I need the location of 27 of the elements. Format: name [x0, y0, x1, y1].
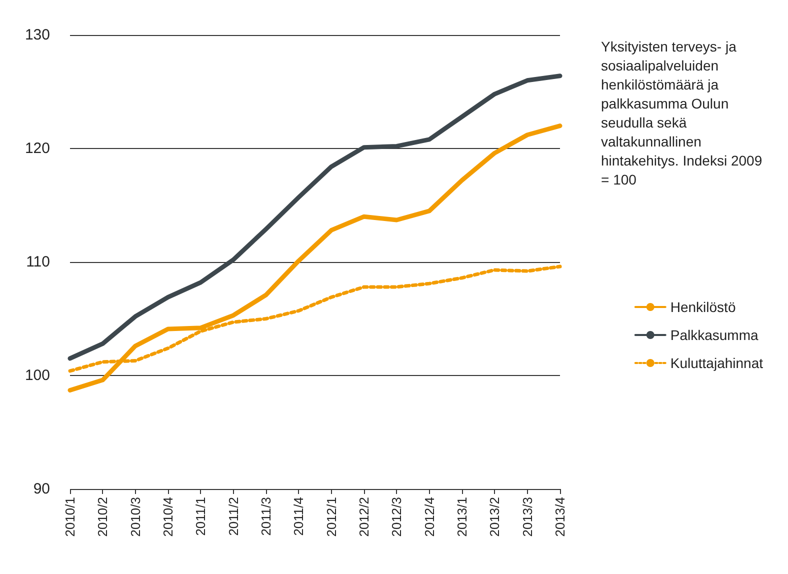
legend-label: Kuluttajahinnat [670, 355, 764, 371]
y-tick-label: 120 [24, 140, 50, 157]
y-tick-label: 110 [26, 254, 50, 270]
x-tick-label: 2011/2 [226, 497, 241, 536]
text: Yksityisten terveys- ja sosiaalipalveluiden henkilöstömäärä ja palkkasumma Oulun seudulla sekä valtakunnallinen hintakehitys. Indeksi 2009 = 100 [601, 38, 766, 188]
x-tick-label: 2012/4 [422, 497, 437, 537]
line-series [68, 74, 562, 361]
y-tick-label: 90 [33, 480, 50, 498]
x-tick-label: 2010/4 [160, 497, 176, 537]
line-series [68, 124, 562, 393]
x-tick-label: 2011/4 [291, 497, 306, 536]
x-tick-label: 2010/1 [62, 497, 78, 537]
x-tick-label: 2012/2 [356, 497, 372, 537]
y-tick-label: 130 [24, 26, 50, 44]
x-tick-label: 2013/2 [487, 497, 502, 537]
x-tick-label: 2011/1 [193, 497, 208, 536]
x-tick-label: 2011/3 [258, 497, 274, 536]
x-tick-label: 2010/2 [95, 497, 110, 537]
x-tick-label: 2010/3 [128, 497, 143, 537]
y-tick-label: 100 [24, 367, 50, 384]
x-tick-label: 2012/3 [389, 497, 404, 537]
legend-label: Henkilöstö [670, 299, 736, 315]
legend-label: Palkkasumma [670, 327, 759, 343]
x-tick-label: 2013/3 [520, 497, 535, 537]
x-tick-label: 2012/1 [324, 497, 339, 537]
x-tick-label: 2013/1 [454, 497, 470, 537]
x-tick-label: 2013/4 [552, 497, 568, 537]
